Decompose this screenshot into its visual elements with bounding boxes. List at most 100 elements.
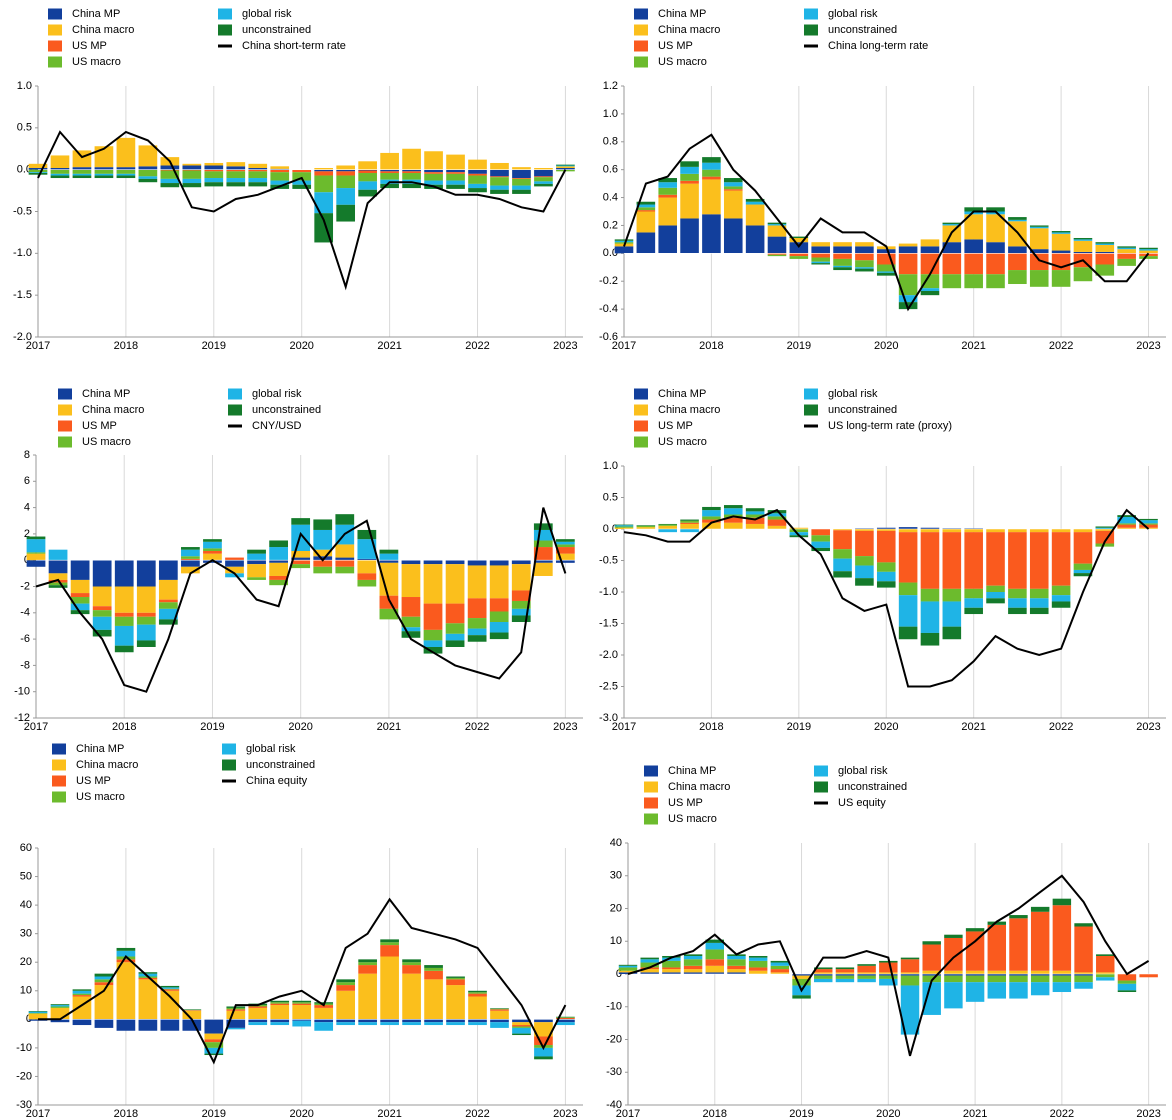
bar-segment: [357, 558, 377, 561]
bar-segment: [70, 603, 90, 611]
bar-segment: [680, 173, 699, 181]
bar-segment: [556, 164, 575, 166]
y-tick-label: 20: [610, 902, 622, 914]
bar-segment: [72, 169, 92, 174]
bar-segment: [489, 598, 509, 612]
bar-segment: [511, 608, 531, 616]
bar-segment: [855, 267, 874, 269]
bar-segment: [490, 1009, 509, 1011]
bar-segment: [292, 1005, 312, 1020]
bar-segment: [814, 978, 833, 983]
bar-segment: [512, 1027, 531, 1034]
bar-segment: [898, 527, 918, 529]
bar-segment: [160, 988, 180, 990]
y-tick-label: -0.2: [599, 275, 618, 287]
bar-segment: [445, 560, 465, 565]
bar-segment: [614, 239, 634, 241]
bar-segment: [534, 177, 553, 182]
line-series: [623, 133, 1150, 312]
bar-segment: [767, 224, 787, 226]
bar-segment: [879, 972, 898, 974]
bar-segment: [1030, 974, 1050, 976]
bar-segment: [879, 974, 898, 976]
bar-segment: [789, 236, 809, 238]
bar-segment: [723, 182, 743, 187]
x-tick-label: 2018: [112, 721, 136, 733]
bar-segment: [835, 969, 855, 973]
bar-segment: [920, 532, 940, 589]
bar-segment: [490, 169, 509, 177]
bar-segment: [28, 172, 48, 174]
bar-segment: [1117, 258, 1136, 266]
bar-segment: [833, 571, 852, 578]
legend-line: [228, 424, 242, 428]
bar-segment: [1139, 256, 1158, 259]
legend-label: China MP: [72, 8, 120, 20]
bar-segment: [614, 526, 634, 528]
bar-segment: [533, 562, 553, 576]
bar-segment: [50, 1019, 70, 1023]
bar-segment: [314, 175, 334, 193]
y-tick-label: 10: [20, 985, 32, 997]
bar-segment: [512, 185, 531, 190]
bar-segment: [748, 955, 768, 958]
bar-segment: [705, 959, 724, 966]
bar-segment: [512, 1026, 531, 1028]
bar-segment: [468, 175, 487, 184]
bar-segment: [1030, 975, 1050, 983]
bar-segment: [900, 957, 920, 960]
bar-segment: [182, 1010, 202, 1020]
bar-segment: [114, 625, 134, 646]
bar-segment: [94, 979, 114, 983]
bar-segment: [640, 969, 659, 973]
x-tick-label: 2023: [553, 1108, 577, 1120]
bar-segment: [446, 169, 465, 173]
bar-segment: [1095, 526, 1115, 528]
bar-segment: [446, 979, 465, 986]
bar-segment: [226, 169, 246, 172]
bar-segment: [138, 979, 158, 1020]
bar-segment: [204, 169, 224, 172]
bar-segment: [424, 172, 443, 174]
y-tick-label: 10: [610, 935, 622, 947]
legend-label: global risk: [246, 743, 296, 755]
bar-segment: [468, 993, 487, 997]
y-tick-label: -2.0: [599, 649, 618, 661]
bar-segment: [745, 201, 765, 205]
bar-segment: [48, 585, 68, 588]
legend-label: China macro: [668, 781, 730, 793]
bar-segment: [792, 978, 811, 986]
x-tick-label: 2019: [789, 1108, 813, 1120]
bar-segment: [511, 564, 531, 591]
bar-segment: [94, 173, 114, 176]
bar-segment: [833, 549, 852, 559]
bar-segment: [814, 967, 833, 970]
bar-segment: [680, 520, 699, 523]
legend-label: US macro: [72, 56, 121, 68]
bar-segment: [1073, 239, 1093, 241]
bar-segment: [658, 182, 677, 188]
bar-segment: [358, 169, 377, 171]
bar-segment: [702, 179, 721, 215]
bar-segment: [468, 173, 487, 176]
bar-segment: [767, 516, 787, 520]
legend-label: China MP: [658, 388, 706, 400]
bar-segment: [116, 950, 136, 957]
legend-label: China MP: [668, 765, 716, 777]
bar-segment: [987, 974, 1007, 976]
bar-segment: [467, 598, 487, 619]
bar-segment: [702, 510, 721, 517]
bar-segment: [855, 268, 874, 272]
bar-segment: [136, 586, 156, 613]
bar-segment: [745, 514, 765, 518]
bar-segment: [138, 176, 158, 179]
x-tick-label: 2017: [616, 1108, 640, 1120]
y-tick-label: 0.5: [603, 491, 618, 503]
bar-segment: [811, 529, 830, 536]
bar-segment: [811, 242, 830, 247]
bar-segment: [72, 1019, 92, 1026]
bar-segment: [291, 557, 311, 561]
bar-segment: [379, 549, 399, 554]
bar-segment: [1074, 975, 1093, 983]
bar-segment: [920, 601, 940, 633]
